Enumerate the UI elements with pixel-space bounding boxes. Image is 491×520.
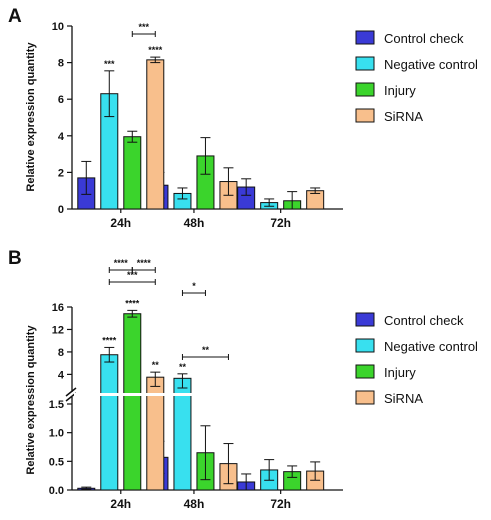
y-tick-label: 0.0 bbox=[49, 485, 64, 497]
legend-label: Negative control bbox=[384, 57, 478, 72]
significance-label: **** bbox=[114, 258, 129, 268]
y-tick-label: 8 bbox=[58, 58, 64, 70]
significance-label: **** bbox=[102, 335, 117, 345]
legend-swatch bbox=[355, 338, 375, 353]
y-tick-label: 10 bbox=[52, 21, 64, 33]
y-axis-label: Relative expression quantity bbox=[25, 42, 37, 192]
legend-swatch bbox=[355, 364, 375, 379]
legend-swatch bbox=[355, 30, 375, 45]
panel-b: B Relative expression quantity 0.0 0.5 1.0 1.… bbox=[8, 248, 478, 511]
x-category-label: 72h bbox=[270, 216, 291, 230]
bar bbox=[146, 59, 165, 210]
significance-label: **** bbox=[125, 298, 140, 308]
axis-break-gap bbox=[74, 393, 345, 396]
bar bbox=[100, 354, 119, 491]
significance-label: *** bbox=[104, 59, 115, 69]
legend-swatch bbox=[355, 390, 375, 405]
legend-swatch bbox=[355, 82, 375, 97]
bar bbox=[123, 136, 142, 210]
y-tick-label: 12 bbox=[52, 324, 64, 336]
legend-label: Control check bbox=[384, 31, 464, 46]
legend-label: Control check bbox=[384, 313, 464, 328]
x-category-label: 24h bbox=[110, 497, 131, 511]
legend-label: SiRNA bbox=[384, 109, 423, 124]
significance-label: ** bbox=[152, 360, 160, 370]
y-tick-label: 8 bbox=[58, 347, 64, 359]
significance-label: **** bbox=[148, 45, 163, 55]
x-category-label: 24h bbox=[110, 216, 131, 230]
y-tick-label: 4 bbox=[58, 131, 65, 143]
y-tick-label: 1.0 bbox=[49, 428, 64, 440]
panel-letter: B bbox=[8, 248, 22, 269]
legend-swatch bbox=[355, 312, 375, 327]
significance-label: ** bbox=[179, 362, 187, 372]
x-category-label: 48h bbox=[184, 216, 205, 230]
legend-label: Injury bbox=[384, 365, 416, 380]
legend-label: SiRNA bbox=[384, 391, 423, 406]
y-tick-label: 0 bbox=[58, 204, 64, 216]
y-tick-label: 1.5 bbox=[49, 399, 64, 411]
significance-label: *** bbox=[127, 270, 138, 280]
y-tick-label: 2 bbox=[58, 167, 64, 179]
significance-label: * bbox=[192, 281, 196, 291]
legend-label: Negative control bbox=[384, 339, 478, 354]
y-tick-label: 16 bbox=[52, 302, 64, 314]
y-tick-label: 6 bbox=[58, 94, 64, 106]
y-tick-label: 4 bbox=[58, 369, 65, 381]
significance-label: *** bbox=[139, 22, 150, 32]
x-category-label: 72h bbox=[270, 497, 291, 511]
legend-label: Injury bbox=[384, 83, 416, 98]
panel-letter: A bbox=[8, 6, 22, 27]
panel-a: A Relative expression quantity 0 2 4 6 8 10 24h 4… bbox=[8, 6, 478, 230]
significance-label: ** bbox=[202, 345, 210, 355]
bar bbox=[123, 313, 142, 491]
axis-break-mark bbox=[65, 387, 77, 397]
x-category-label: 48h bbox=[184, 497, 205, 511]
significance-label: **** bbox=[137, 258, 152, 268]
legend-swatch bbox=[355, 108, 375, 123]
y-tick-label: 0.5 bbox=[49, 456, 64, 468]
y-axis-label: Relative expression quantity bbox=[25, 325, 37, 475]
legend-swatch bbox=[355, 56, 375, 71]
